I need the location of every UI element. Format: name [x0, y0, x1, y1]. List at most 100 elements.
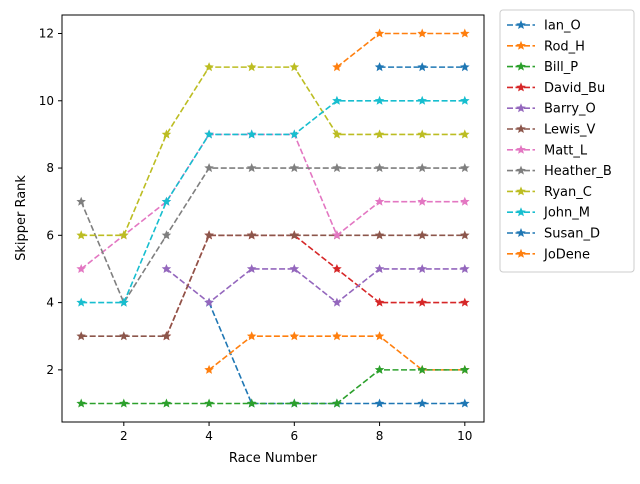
data-point-star	[417, 230, 427, 240]
data-point-star	[119, 331, 129, 341]
series-JoDene	[332, 28, 470, 72]
data-point-star	[76, 264, 86, 273]
data-point-star	[417, 163, 427, 173]
series-line	[208, 335, 465, 371]
legend: Ian_O Rod_H Bill_P David_Bu Barry_O Lewis_V Ma…	[499, 9, 635, 273]
x-tick-label: 6	[290, 429, 298, 443]
series-Ian_O	[204, 297, 470, 408]
data-point-star	[289, 163, 300, 173]
data-point-star	[460, 230, 470, 240]
y-tick-label: 10	[39, 94, 54, 108]
data-point-star	[417, 28, 427, 38]
data-point-star	[119, 398, 129, 408]
legend-marker-star	[516, 248, 526, 258]
legend-label: David_Bu	[544, 81, 605, 96]
data-point-star	[204, 398, 214, 408]
data-point-star	[289, 398, 300, 408]
data-point-star	[332, 331, 342, 341]
y-tick-label: 8	[46, 161, 54, 175]
data-point-star	[460, 398, 470, 408]
data-point-star	[204, 129, 214, 139]
legend-marker-star	[516, 186, 526, 196]
legend-label: Susan_D	[544, 227, 600, 242]
data-point-star	[374, 28, 385, 38]
series-line	[81, 234, 465, 338]
y-axis-label: Skipper Rank	[14, 175, 29, 261]
data-point-star	[374, 163, 385, 173]
series-David_Bu	[161, 230, 470, 341]
legend-marker-star	[516, 40, 526, 50]
legend-item: Bill_P	[507, 60, 578, 75]
legend-marker-star	[516, 20, 526, 29]
data-point-star	[460, 297, 470, 307]
y-tick-label: 12	[39, 27, 54, 41]
axes-frame	[61, 14, 485, 423]
y-tick-label: 6	[46, 228, 54, 242]
data-point-star	[289, 62, 300, 72]
legend-item: Ian_O	[507, 19, 581, 34]
legend-item: Heather_B	[507, 164, 612, 179]
x-tick-label: 4	[205, 429, 213, 443]
series-line	[165, 268, 465, 304]
data-point-star	[204, 163, 214, 173]
series-line	[81, 99, 465, 304]
legend-item: David_Bu	[507, 81, 605, 96]
legend-item: Rod_H	[507, 39, 585, 54]
data-point-star	[204, 364, 214, 374]
x-tick-label: 10	[457, 429, 472, 443]
legend-marker-star	[516, 61, 526, 71]
legend-item: JoDene	[507, 247, 590, 262]
data-point-star	[417, 297, 427, 307]
data-point-star	[161, 264, 172, 273]
series-line	[81, 369, 465, 405]
legend-label: Barry_O	[544, 102, 596, 117]
legend-label: Heather_B	[544, 164, 612, 179]
data-point-star	[460, 95, 470, 105]
data-point-star	[374, 62, 385, 72]
data-point-star	[374, 297, 385, 307]
legend-label: Bill_P	[544, 60, 578, 75]
y-tick-label: 2	[46, 363, 54, 377]
legend-label: Rod_H	[544, 39, 585, 54]
x-axis-label: Race Number	[229, 451, 318, 466]
data-point-star	[246, 163, 257, 173]
data-point-star	[374, 331, 385, 341]
legend-marker-star	[516, 228, 526, 237]
legend-marker-star	[516, 82, 526, 92]
legend-item: Barry_O	[507, 102, 596, 117]
data-point-star	[374, 129, 385, 139]
data-point-star	[374, 230, 385, 240]
data-point-star	[332, 95, 342, 105]
legend-item: Lewis_V	[507, 123, 596, 138]
legend-marker-star	[516, 144, 526, 154]
data-point-star	[374, 95, 385, 105]
x-ticks: 2 4 6 8 10	[120, 422, 472, 443]
legend-marker-star	[516, 103, 526, 113]
data-point-star	[246, 129, 257, 139]
data-point-star	[332, 398, 342, 408]
data-point-star	[246, 230, 257, 240]
data-point-star	[417, 364, 427, 374]
legend-item: John_M	[507, 206, 590, 221]
legend-marker-star	[516, 207, 526, 217]
data-point-star	[161, 398, 172, 408]
data-point-star	[417, 95, 427, 105]
legend-label: Lewis_V	[544, 123, 596, 138]
data-point-star	[246, 62, 257, 72]
x-tick-label: 2	[120, 429, 128, 443]
data-point-star	[161, 129, 172, 139]
data-point-star	[460, 163, 470, 173]
data-point-star	[460, 196, 470, 206]
series-line	[165, 234, 465, 337]
data-point-star	[76, 196, 86, 206]
data-point-star	[246, 398, 257, 408]
data-point-star	[119, 230, 129, 240]
data-point-star	[289, 129, 300, 139]
data-point-star	[374, 364, 385, 374]
legend-item: Susan_D	[507, 227, 600, 242]
series-line	[80, 133, 465, 270]
legend-marker-star	[516, 124, 526, 133]
data-point-star	[374, 398, 385, 408]
